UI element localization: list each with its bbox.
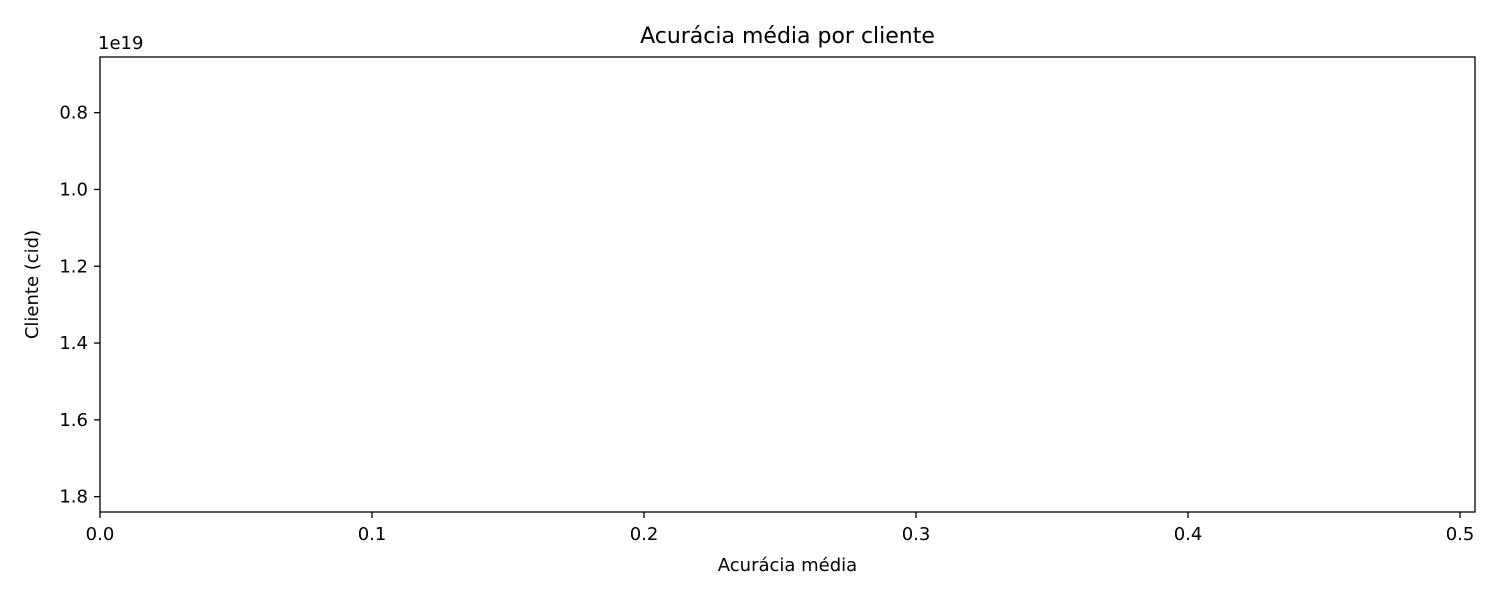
x-axis-label: Acurácia média [718,555,857,576]
y-tick-label: 0.8 [59,103,88,124]
x-tick-label: 0.3 [902,524,931,545]
y-tick-label: 1.8 [59,487,88,508]
y-tick-label: 1.4 [59,333,88,354]
y-axis-offset-label: 1e19 [98,33,143,54]
y-tick-label: 1.0 [59,179,88,200]
y-tick-label: 1.6 [59,410,88,431]
x-axis: 0.0 0.1 0.2 0.3 0.4 0.5 [86,512,1475,545]
x-tick-label: 0.1 [358,524,387,545]
x-tick-label: 0.4 [1174,524,1203,545]
x-tick-label: 0.0 [86,524,115,545]
y-axis-label: Cliente (cid) [22,230,43,339]
y-axis: 0.8 1.0 1.2 1.4 1.6 1.8 [59,103,100,508]
x-tick-label: 0.2 [630,524,659,545]
y-tick-label: 1.2 [59,256,88,277]
chart-title: Acurácia média por cliente [640,24,935,49]
plot-frame [99,56,1476,513]
x-tick-label: 0.5 [1446,524,1475,545]
